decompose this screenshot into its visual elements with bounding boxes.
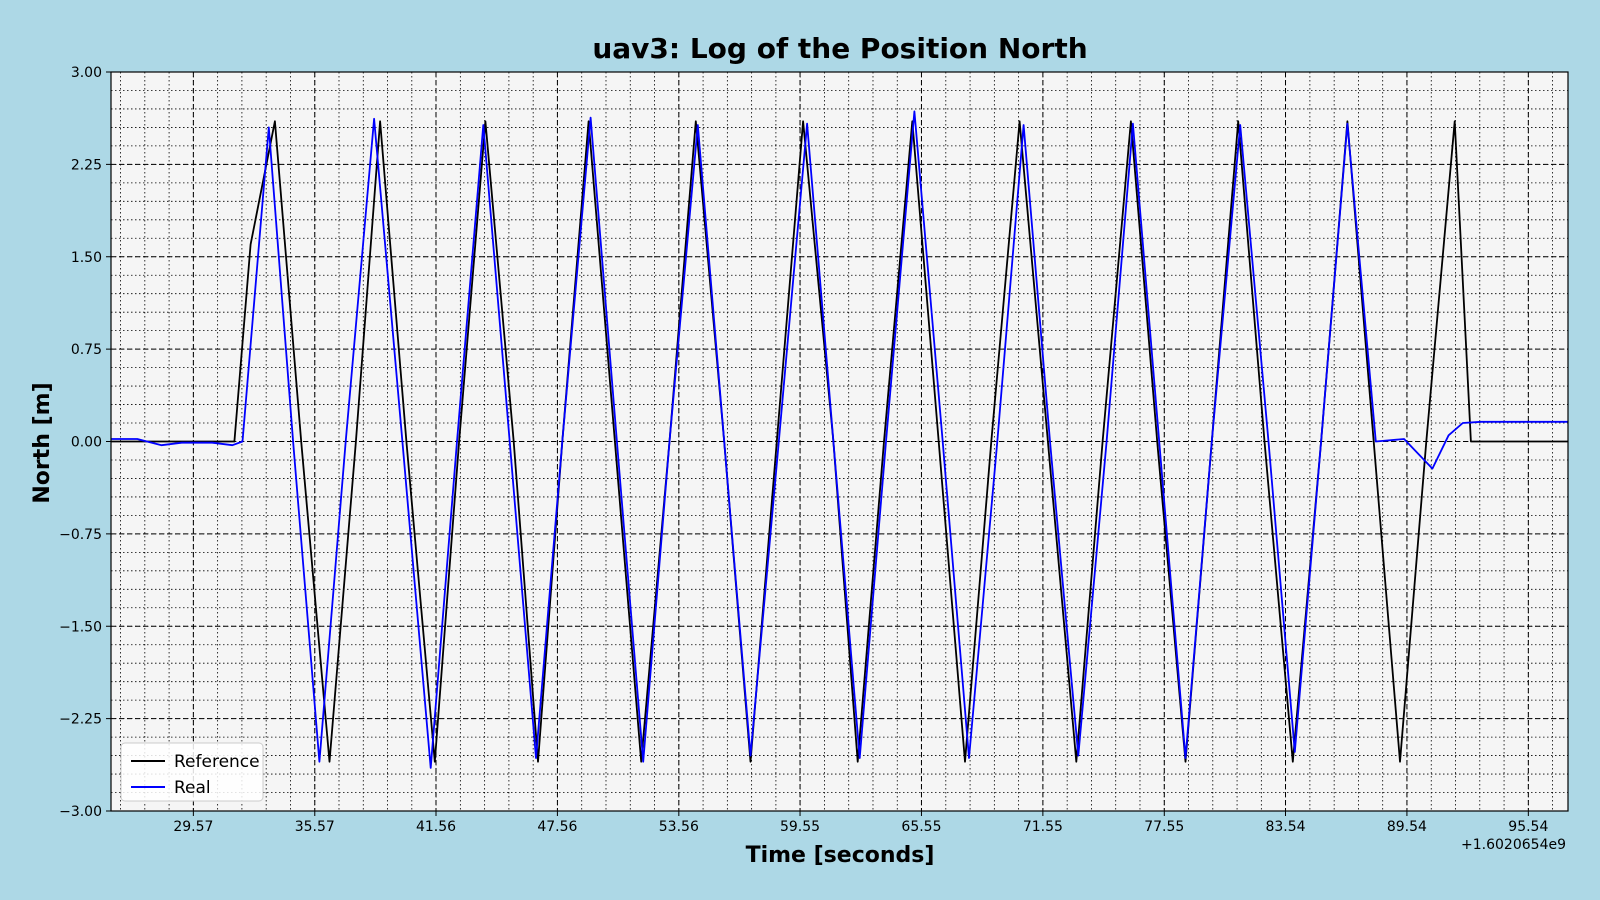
legend-label-real: Real [174, 778, 211, 798]
plot-area: 29.57 35.57 41.56 47.56 53.56 59.55 65.55 71.55… [59, 65, 1569, 835]
x-tick-label: 53.56 [659, 819, 699, 835]
chart-title: uav3: Log of the Position North [592, 32, 1087, 65]
series-line-reference [111, 120, 1568, 763]
y-tick-label: −0.75 [59, 527, 102, 543]
y-tick-label: −2.25 [59, 712, 102, 728]
x-tick-label: 95.54 [1508, 819, 1548, 835]
x-tick-label: 47.56 [537, 819, 577, 835]
y-tick-label: 1.50 [71, 250, 102, 266]
x-axis-label: Time [seconds] [746, 843, 935, 868]
series-line-real [111, 110, 1568, 769]
x-tick-label: 89.54 [1387, 819, 1427, 835]
x-tick-label: 35.57 [295, 819, 335, 835]
x-axis-offset-label: +1.6020654e9 [1461, 837, 1566, 853]
x-tick-label: 59.55 [780, 819, 820, 835]
y-tick-label: −3.00 [59, 804, 102, 820]
y-tick-label: 3.00 [71, 65, 102, 81]
x-tick-label: 71.55 [1023, 819, 1063, 835]
legend-label-reference: Reference [174, 752, 260, 772]
y-tick-label: 2.25 [71, 157, 102, 173]
y-tick-label: 0.75 [71, 342, 102, 358]
x-tick-label: 83.54 [1265, 819, 1305, 835]
y-axis-label: North [m] [30, 382, 55, 503]
x-tick-label: 77.55 [1144, 819, 1184, 835]
x-tick-label: 29.57 [173, 819, 213, 835]
x-tick-label: 41.56 [416, 819, 456, 835]
y-tick-label: 0.00 [71, 435, 102, 451]
y-tick-label: −1.50 [59, 619, 102, 635]
x-tick-label: 65.55 [901, 819, 941, 835]
